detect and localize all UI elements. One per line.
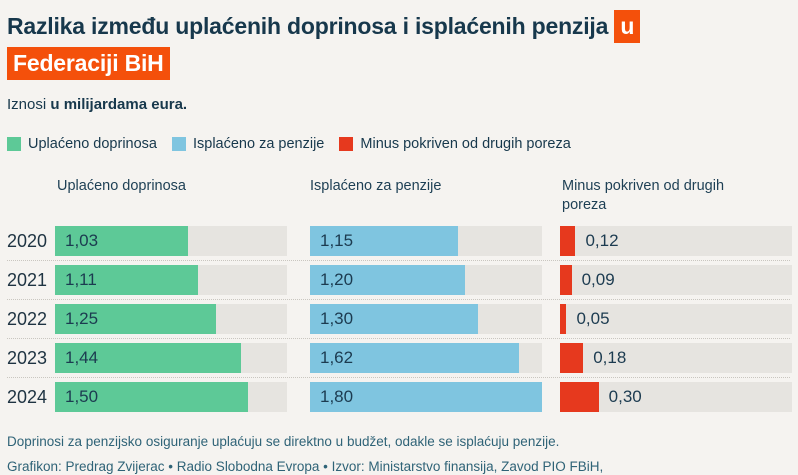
contributions-track: 1,03 — [55, 226, 287, 256]
year-label: 2020 — [7, 231, 48, 251]
pensions-bar: 1,30 — [310, 304, 478, 334]
contributions-track: 1,44 — [55, 343, 287, 373]
deficit-track: 0,30 — [560, 382, 792, 412]
table-row: 2022 1,25 1,30 0,05 — [7, 299, 792, 338]
year-label: 2021 — [7, 270, 48, 290]
legend-label: Minus pokriven od drugih poreza — [360, 136, 571, 152]
legend-label: Uplaćeno doprinosa — [28, 136, 157, 152]
subtitle-prefix: Iznosi — [7, 96, 47, 113]
blue-swatch-icon — [171, 137, 186, 151]
subtitle: Iznosi u milijardama eura. — [7, 96, 790, 113]
table-row: 2021 1,11 1,20 0,09 — [7, 260, 792, 299]
footer-note: Doprinosi za penzijsko osiguranje uplaću… — [7, 434, 560, 449]
contributions-bar: 1,03 — [55, 226, 188, 256]
pensions-track: 1,80 — [310, 382, 542, 412]
bar-value: 1,03 — [65, 231, 99, 250]
pensions-track: 1,20 — [310, 265, 542, 295]
footer: Doprinosi za penzijsko osiguranje uplaću… — [7, 433, 790, 475]
pensions-track: 1,62 — [310, 343, 542, 373]
red-swatch-icon — [339, 137, 354, 151]
bar-value: 1,11 — [65, 270, 97, 289]
column-headers: Uplaćeno doprinosa Isplaćeno za penzije … — [7, 177, 790, 215]
bar-value: 0,12 — [585, 231, 619, 250]
contributions-track: 1,50 — [55, 382, 287, 412]
footer-credit: Grafikon: Predrag Zvijerac • Radio Slobo… — [7, 459, 604, 474]
page-title: Razlika između uplaćenih doprinosa i isp… — [7, 8, 787, 81]
bar-value: 0,18 — [593, 348, 627, 367]
bar-value: 1,44 — [65, 348, 99, 367]
column-header-pensions: Isplaćeno za penzije — [310, 178, 442, 194]
legend-item-deficit: Minus pokriven od drugih poreza — [339, 136, 571, 152]
contributions-bar: 1,44 — [55, 343, 241, 373]
bar-value: 1,62 — [320, 348, 354, 367]
legend-item-contributions: Uplaćeno doprinosa — [7, 136, 157, 152]
title-text: Razlika između uplaćenih doprinosa i isp… — [7, 13, 609, 39]
deficit-bar — [560, 304, 567, 334]
bar-value: 1,30 — [320, 309, 354, 328]
contributions-bar: 1,11 — [55, 265, 199, 295]
deficit-track: 0,05 — [560, 304, 792, 334]
contributions-bar: 1,50 — [55, 382, 249, 412]
pensions-bar: 1,15 — [310, 226, 459, 256]
bar-value: 0,09 — [581, 270, 615, 289]
year-label: 2023 — [7, 348, 48, 368]
pensions-bar: 1,20 — [310, 265, 465, 295]
deficit-track: 0,12 — [560, 226, 792, 256]
year-label: 2024 — [7, 387, 48, 407]
legend: Uplaćeno doprinosa Isplaćeno za penzije … — [7, 136, 790, 152]
table-row: 2020 1,03 1,15 0,12 — [7, 222, 792, 260]
legend-item-pensions: Isplaćeno za penzije — [171, 136, 325, 152]
bar-value: 0,30 — [608, 387, 642, 406]
pensions-bar: 1,80 — [310, 382, 542, 412]
deficit-bar — [560, 343, 584, 373]
pensions-track: 1,30 — [310, 304, 542, 334]
bar-value: 1,25 — [65, 309, 99, 328]
contributions-track: 1,25 — [55, 304, 287, 334]
legend-label: Isplaćeno za penzije — [192, 136, 325, 152]
deficit-bar — [560, 265, 572, 295]
contributions-track: 1,11 — [55, 265, 287, 295]
bar-value: 1,20 — [320, 270, 354, 289]
pensions-bar: 1,62 — [310, 343, 519, 373]
bar-value: 1,50 — [65, 387, 99, 406]
deficit-bar — [560, 226, 576, 256]
table-row: 2023 1,44 1,62 0,18 — [7, 338, 792, 377]
title-highlight-federaciji-bih: Federaciji BiH — [7, 47, 170, 80]
subtitle-unit: u milijardama eura. — [50, 96, 188, 113]
table-row: 2024 1,50 1,80 0,30 — [7, 377, 792, 416]
pensions-track: 1,15 — [310, 226, 542, 256]
deficit-bar — [560, 382, 599, 412]
bar-value: 1,80 — [320, 387, 354, 406]
contributions-bar: 1,25 — [55, 304, 217, 334]
column-header-contributions: Uplaćeno doprinosa — [57, 178, 186, 194]
header-spacer — [7, 177, 55, 215]
year-label: 2022 — [7, 309, 48, 329]
bar-value: 0,05 — [576, 309, 610, 328]
bar-chart: 2020 1,03 1,15 0,12 2021 1,11 1,20 — [7, 222, 792, 416]
deficit-track: 0,09 — [560, 265, 792, 295]
deficit-track: 0,18 — [560, 343, 792, 373]
column-header-deficit: Minus pokriven od drugih poreza — [562, 178, 725, 213]
bar-value: 1,15 — [320, 231, 354, 250]
title-highlight-u: u — [614, 10, 641, 43]
green-swatch-icon — [7, 137, 21, 151]
